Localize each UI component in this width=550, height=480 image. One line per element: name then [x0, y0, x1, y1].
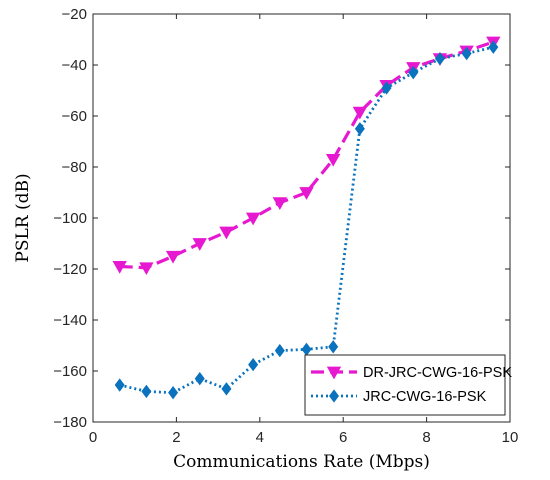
y-tick-label: −60 — [62, 108, 87, 125]
data-point — [248, 357, 259, 372]
data-point — [245, 212, 261, 226]
x-tick-label: 6 — [339, 429, 347, 446]
y-tick-label: −180 — [53, 414, 87, 431]
y-tick-label: −100 — [53, 210, 87, 227]
data-point — [434, 51, 445, 66]
data-point — [272, 197, 288, 211]
data-point — [461, 46, 472, 61]
data-point — [194, 371, 205, 386]
y-tick-label: −160 — [53, 363, 87, 380]
data-point — [112, 261, 127, 274]
data-point — [141, 384, 152, 399]
legend-box — [304, 354, 506, 416]
data-point — [114, 378, 125, 392]
axes: 0 2 4 6 8 10 −180 −160 −140 −120 −100 −80 −60 −40 −20 — [53, 6, 518, 446]
x-tick-label: 0 — [89, 429, 97, 446]
data-point — [299, 187, 314, 200]
legend: DR-JRC-CWG-16-PSK JRC-CWG-16-PSK — [304, 354, 512, 416]
x-axis-title: Communications Rate (Mbps) — [173, 452, 430, 472]
y-axis-title: PSLR (dB) — [13, 173, 33, 262]
plot-area — [92, 13, 511, 423]
y-tick-label: −120 — [53, 261, 87, 278]
data-point — [165, 250, 181, 264]
x-tick-label: 8 — [422, 429, 430, 446]
y-tick-label: −20 — [62, 6, 87, 23]
data-point — [326, 153, 341, 167]
data-point — [168, 386, 179, 400]
data-point — [354, 122, 365, 136]
y-tick-label: −40 — [62, 57, 87, 74]
legend-label: DR-JRC-CWG-16-PSK — [363, 365, 512, 381]
y-tick-label: −80 — [62, 159, 87, 176]
x-tick-label: 10 — [502, 429, 519, 446]
plot-frame — [92, 13, 511, 423]
data-point — [326, 366, 342, 380]
data-point — [139, 262, 154, 276]
x-tick-label: 4 — [256, 429, 264, 446]
x-tick-label: 2 — [172, 429, 180, 446]
y-tick-label: −140 — [53, 312, 87, 329]
data-point — [192, 238, 207, 251]
data-point — [274, 343, 285, 358]
data-point — [408, 65, 419, 80]
data-point — [352, 106, 368, 120]
series-line — [119, 40, 494, 270]
legend-entry: JRC-CWG-16-PSK — [311, 389, 487, 405]
data-point — [488, 40, 499, 54]
series-layer — [112, 36, 501, 400]
data-point — [329, 389, 339, 403]
data-point — [381, 81, 392, 95]
series-1 — [114, 40, 499, 400]
data-point — [221, 382, 232, 396]
series-0 — [112, 36, 501, 276]
legend-entry: DR-JRC-CWG-16-PSK — [311, 365, 512, 381]
data-point — [219, 226, 234, 240]
legend-label: JRC-CWG-16-PSK — [363, 389, 487, 405]
data-point — [328, 340, 339, 354]
